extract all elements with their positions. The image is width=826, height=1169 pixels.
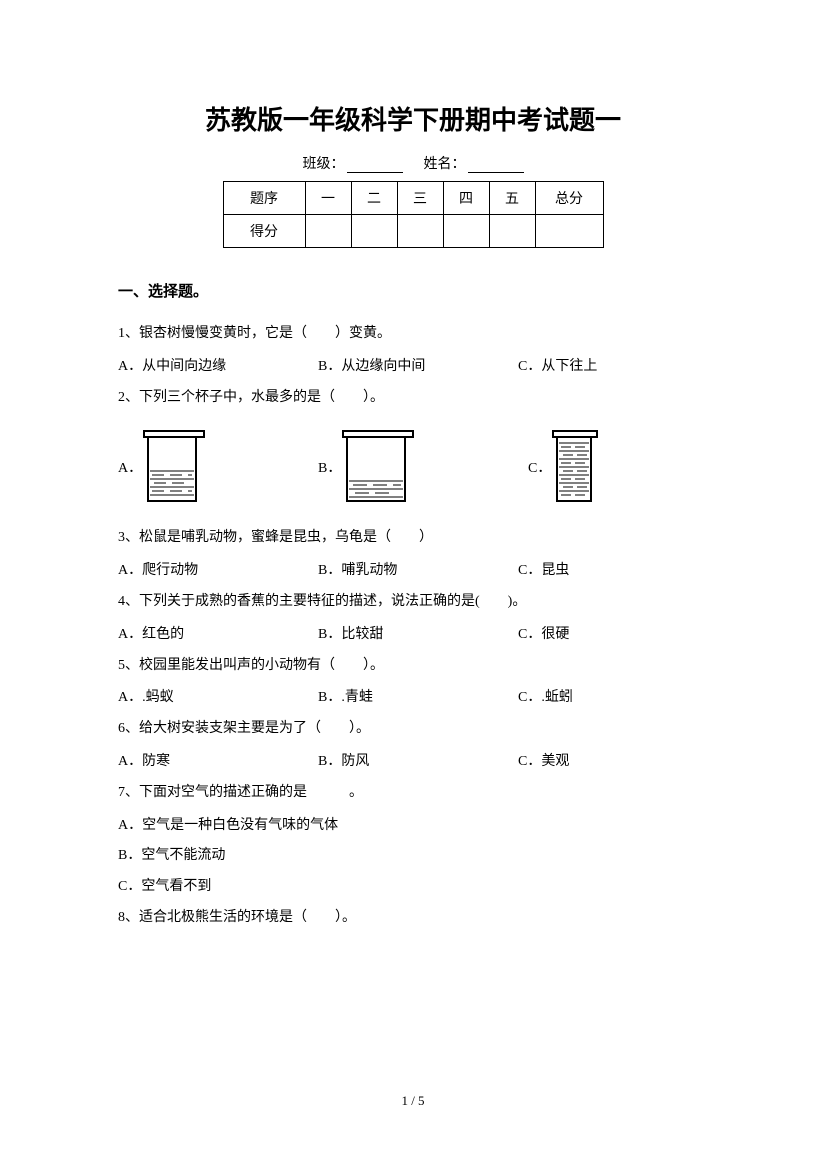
- q3-opt-c: C．昆虫: [518, 556, 708, 587]
- class-blank[interactable]: [347, 159, 403, 173]
- q1-opt-c: C．从下往上: [518, 352, 708, 383]
- q2-options: A． B．: [118, 429, 708, 505]
- q3-opt-a: A．爬行动物: [118, 556, 318, 587]
- q6-options: A．防寒 B．防风 C．美观: [118, 747, 708, 778]
- q7-opt-a-row: A．空气是一种白色没有气味的气体: [118, 811, 708, 842]
- score-cell-1[interactable]: [305, 215, 351, 248]
- page-title: 苏教版一年级科学下册期中考试题一: [118, 100, 708, 137]
- q6-opt-c: C．美观: [518, 747, 708, 778]
- q2-opt-a: A．: [118, 429, 318, 505]
- q6-opt-a: A．防寒: [118, 747, 318, 778]
- q4-options: A．红色的 B．比较甜 C．很硬: [118, 620, 708, 651]
- q5-opt-c: C．.蚯蚓: [518, 683, 708, 714]
- q3-opt-b: B．哺乳动物: [318, 556, 518, 587]
- score-cell-5[interactable]: [489, 215, 535, 248]
- q4-text: 4、下列关于成熟的香蕉的主要特征的描述，说法正确的是( )。: [118, 587, 708, 618]
- q8-text: 8、适合北极熊生活的环境是（ ）。: [118, 903, 708, 934]
- th-2: 二: [351, 182, 397, 215]
- class-label: 班级：: [303, 157, 345, 172]
- q3-options: A．爬行动物 B．哺乳动物 C．昆虫: [118, 556, 708, 587]
- q1-options: A．从中间向边缘 B．从边缘向中间 C．从下往上: [118, 352, 708, 383]
- q5-opt-b: B．.青蛙: [318, 683, 518, 714]
- q4-opt-c: C．很硬: [518, 620, 708, 651]
- q7-opt-b-row: B．空气不能流动: [118, 841, 708, 872]
- name-label: 姓名：: [424, 157, 466, 172]
- q2-text: 2、下列三个杯子中，水最多的是（ ）。: [118, 383, 708, 414]
- q2-opt-b: B．: [318, 429, 528, 505]
- q1-text: 1、银杏树慢慢变黄时，它是（ ）变黄。: [118, 319, 708, 350]
- q7-opt-a: A．空气是一种白色没有气味的气体: [118, 811, 708, 842]
- score-cell-2[interactable]: [351, 215, 397, 248]
- q2-opt-c-label: C．: [528, 457, 551, 477]
- th-1: 一: [305, 182, 351, 215]
- q5-opt-a: A．.蚂蚁: [118, 683, 318, 714]
- q7-text: 7、下面对空气的描述正确的是 。: [118, 778, 708, 809]
- q1-opt-a: A．从中间向边缘: [118, 352, 318, 383]
- q6-opt-b: B．防风: [318, 747, 518, 778]
- th-label: 题序: [223, 182, 305, 215]
- score-table: 题序 一 二 三 四 五 总分 得分: [223, 181, 604, 248]
- q7-opt-b: B．空气不能流动: [118, 841, 708, 872]
- table-header-row: 题序 一 二 三 四 五 总分: [223, 182, 603, 215]
- score-cell-4[interactable]: [443, 215, 489, 248]
- student-info-line: 班级： 姓名：: [118, 153, 708, 173]
- page-footer: 1 / 5: [0, 1093, 826, 1109]
- th-3: 三: [397, 182, 443, 215]
- cup-icon-c: [551, 429, 599, 505]
- cup-icon-a: [142, 429, 206, 505]
- th-4: 四: [443, 182, 489, 215]
- q2-opt-c: C．: [528, 429, 708, 505]
- th-5: 五: [489, 182, 535, 215]
- score-cell-3[interactable]: [397, 215, 443, 248]
- q1-opt-b: B．从边缘向中间: [318, 352, 518, 383]
- th-total: 总分: [535, 182, 603, 215]
- q4-opt-a: A．红色的: [118, 620, 318, 651]
- q5-text: 5、校园里能发出叫声的小动物有（ ）。: [118, 651, 708, 682]
- q5-options: A．.蚂蚁 B．.青蛙 C．.蚯蚓: [118, 683, 708, 714]
- q3-text: 3、松鼠是哺乳动物，蜜蜂是昆虫，乌龟是（ ）: [118, 523, 708, 554]
- q6-text: 6、给大树安装支架主要是为了（ ）。: [118, 714, 708, 745]
- q7-opt-c-row: C．空气看不到: [118, 872, 708, 903]
- q7-opt-c: C．空气看不到: [118, 872, 708, 903]
- cup-icon-b: [341, 429, 415, 505]
- q4-opt-b: B．比较甜: [318, 620, 518, 651]
- name-blank[interactable]: [468, 159, 524, 173]
- q2-opt-a-label: A．: [118, 457, 142, 477]
- score-cell-total[interactable]: [535, 215, 603, 248]
- section-heading: 一、选择题。: [118, 280, 708, 301]
- td-label: 得分: [223, 215, 305, 248]
- table-score-row: 得分: [223, 215, 603, 248]
- q2-opt-b-label: B．: [318, 457, 341, 477]
